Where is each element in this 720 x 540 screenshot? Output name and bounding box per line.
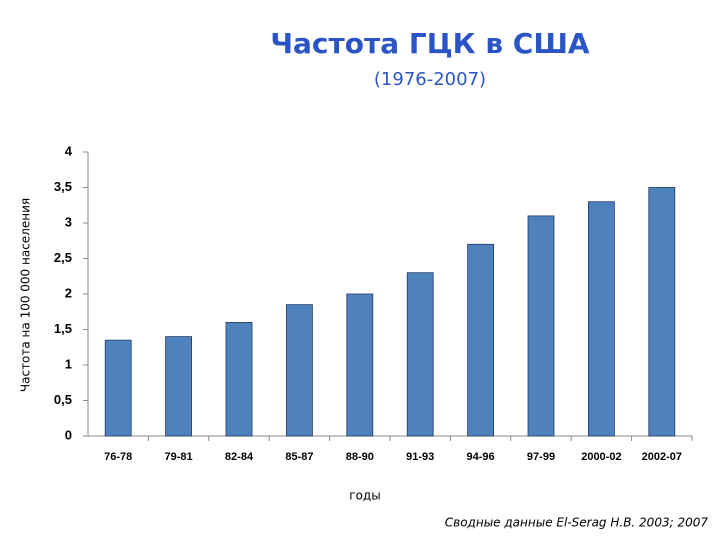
y-tick-label: 0 bbox=[65, 427, 72, 442]
bar bbox=[648, 187, 676, 437]
chart-title: Частота ГЦК в США bbox=[270, 27, 590, 60]
y-tick-label: 1,5 bbox=[54, 321, 72, 336]
source-note: Сводные данные El-Serag H.B. 2003; 2007 bbox=[445, 516, 709, 530]
x-tick-label: 82-84 bbox=[225, 451, 254, 463]
y-tick-label: 2 bbox=[65, 285, 72, 300]
x-tick-label: 2000-02 bbox=[581, 451, 621, 463]
y-tick-label: 0,5 bbox=[54, 392, 72, 407]
x-axis-title: годы bbox=[349, 489, 380, 503]
y-tick-label: 3,5 bbox=[54, 179, 72, 194]
x-tick-label: 88-90 bbox=[346, 451, 374, 463]
x-tick-label: 2002-07 bbox=[642, 451, 682, 463]
x-tick-label: 97-99 bbox=[527, 451, 555, 463]
bar bbox=[285, 304, 313, 437]
y-axis-title: Частота на 100 000 населения bbox=[19, 198, 33, 392]
bar bbox=[225, 321, 253, 437]
x-tick-label: 79-81 bbox=[165, 451, 193, 463]
bar bbox=[104, 339, 132, 437]
y-tick-label: 2,5 bbox=[54, 250, 72, 265]
bar bbox=[588, 201, 615, 437]
x-tick-label: 94-96 bbox=[467, 451, 495, 463]
x-tick-label: 85-87 bbox=[285, 451, 313, 463]
y-tick-label: 4 bbox=[65, 143, 73, 158]
bar bbox=[165, 336, 193, 437]
x-tick-label: 76-78 bbox=[104, 451, 132, 463]
chart-subtitle: (1976-2007) bbox=[374, 69, 486, 90]
bar bbox=[527, 215, 555, 437]
x-tick-label: 91-93 bbox=[406, 451, 434, 463]
y-tick-label: 1 bbox=[65, 356, 72, 371]
bar bbox=[346, 293, 374, 437]
bar bbox=[406, 272, 434, 437]
y-tick-label: 3 bbox=[65, 214, 72, 229]
bar bbox=[467, 243, 495, 437]
